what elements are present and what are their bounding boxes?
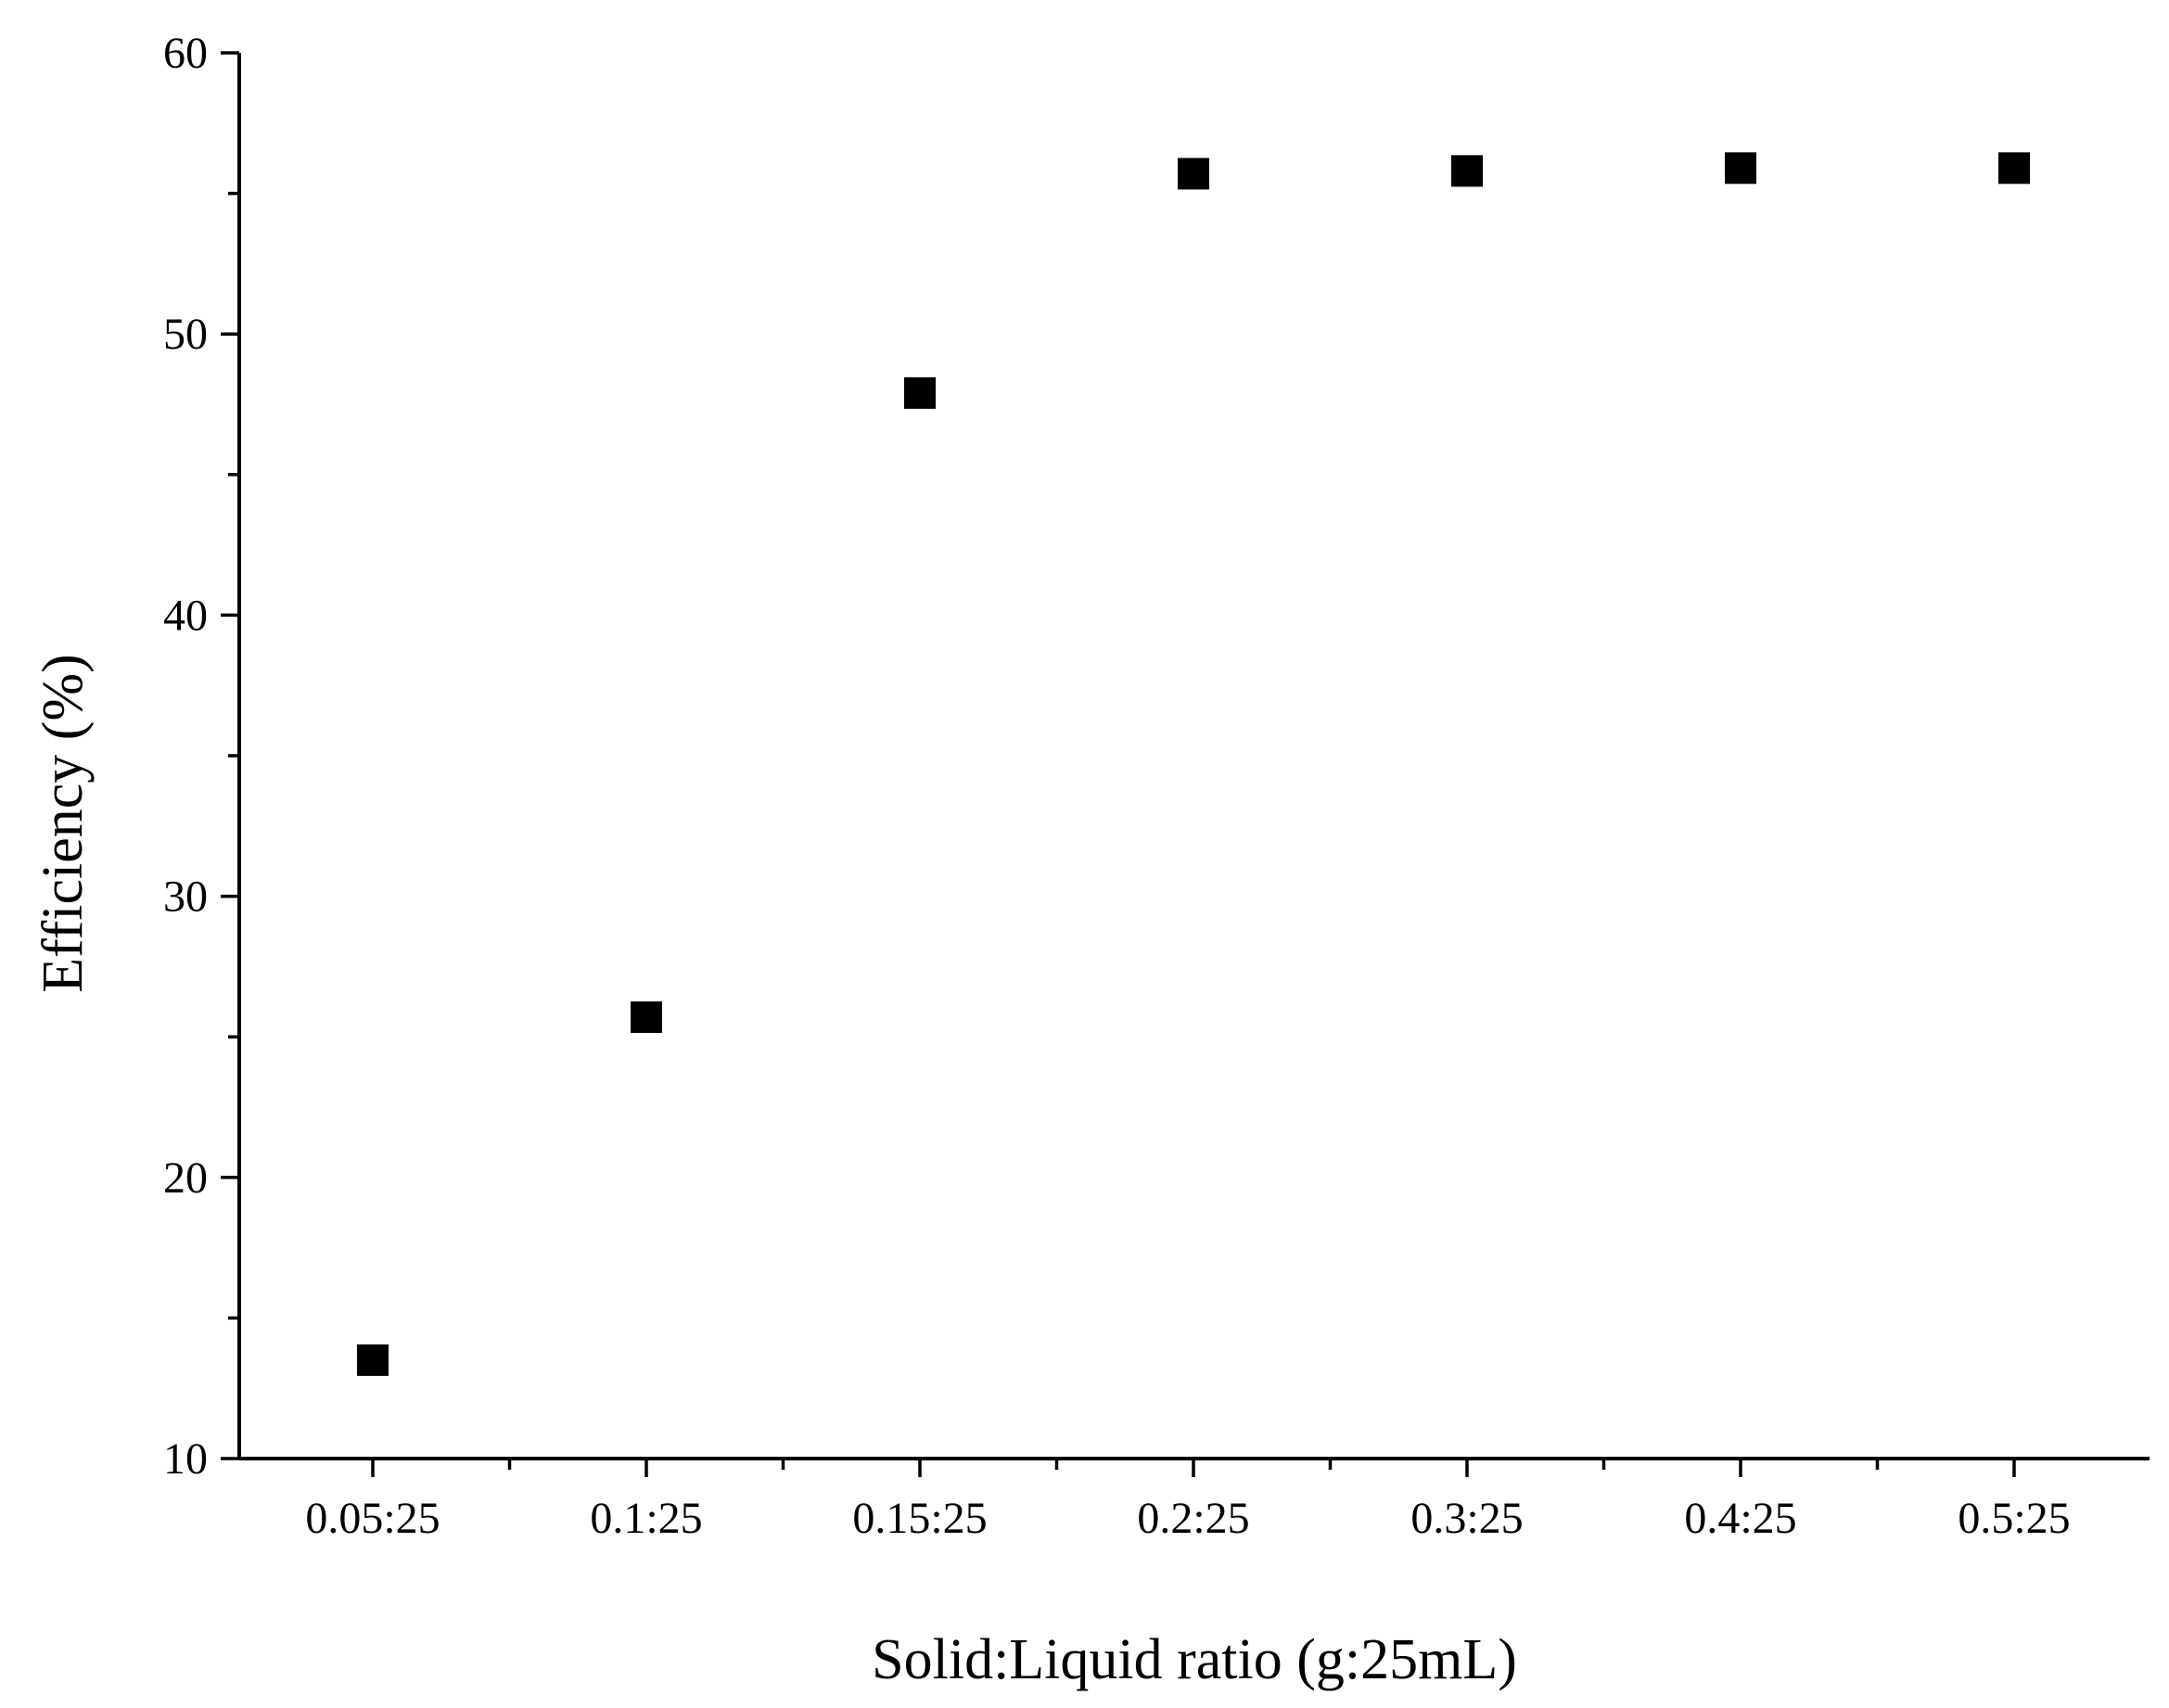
- x-tick-label: 0.3:25: [1410, 1494, 1523, 1543]
- x-tick-label: 0.4:25: [1684, 1494, 1796, 1543]
- x-tick-label: 0.1:25: [590, 1494, 702, 1543]
- axes: [237, 53, 2150, 1460]
- y-tick-label: 50: [163, 310, 208, 359]
- data-point: [1451, 155, 1483, 187]
- data-points: [357, 152, 2030, 1376]
- y-tick-label: 40: [163, 591, 208, 640]
- y-tick-label: 20: [163, 1154, 208, 1203]
- y-tick-label: 60: [163, 29, 208, 78]
- data-point: [357, 1344, 389, 1376]
- y-axis-label: Efficiency (%): [32, 654, 95, 993]
- x-tick-label: 0.15:25: [852, 1494, 987, 1543]
- x-axis-label: Solid:Liquid ratio (g:25mL): [872, 1628, 1517, 1691]
- data-point: [1725, 152, 1756, 185]
- y-tick-label: 10: [163, 1434, 208, 1484]
- data-point: [904, 376, 936, 409]
- y-tick-label: 30: [163, 873, 208, 922]
- x-ticks: 0.05:25 0.1:25 0.15:25 0.2:25 0.3:25 0.4:25 0.…: [305, 1459, 2071, 1543]
- x-tick-label: 0.5:25: [1958, 1494, 2070, 1543]
- data-point: [1998, 152, 2030, 185]
- x-tick-label: 0.2:25: [1137, 1494, 1249, 1543]
- y-ticks: 10 20 30 40 50 60: [163, 29, 239, 1484]
- data-point: [1178, 158, 1209, 190]
- x-tick-label: 0.05:25: [305, 1494, 440, 1543]
- data-point: [631, 1001, 662, 1033]
